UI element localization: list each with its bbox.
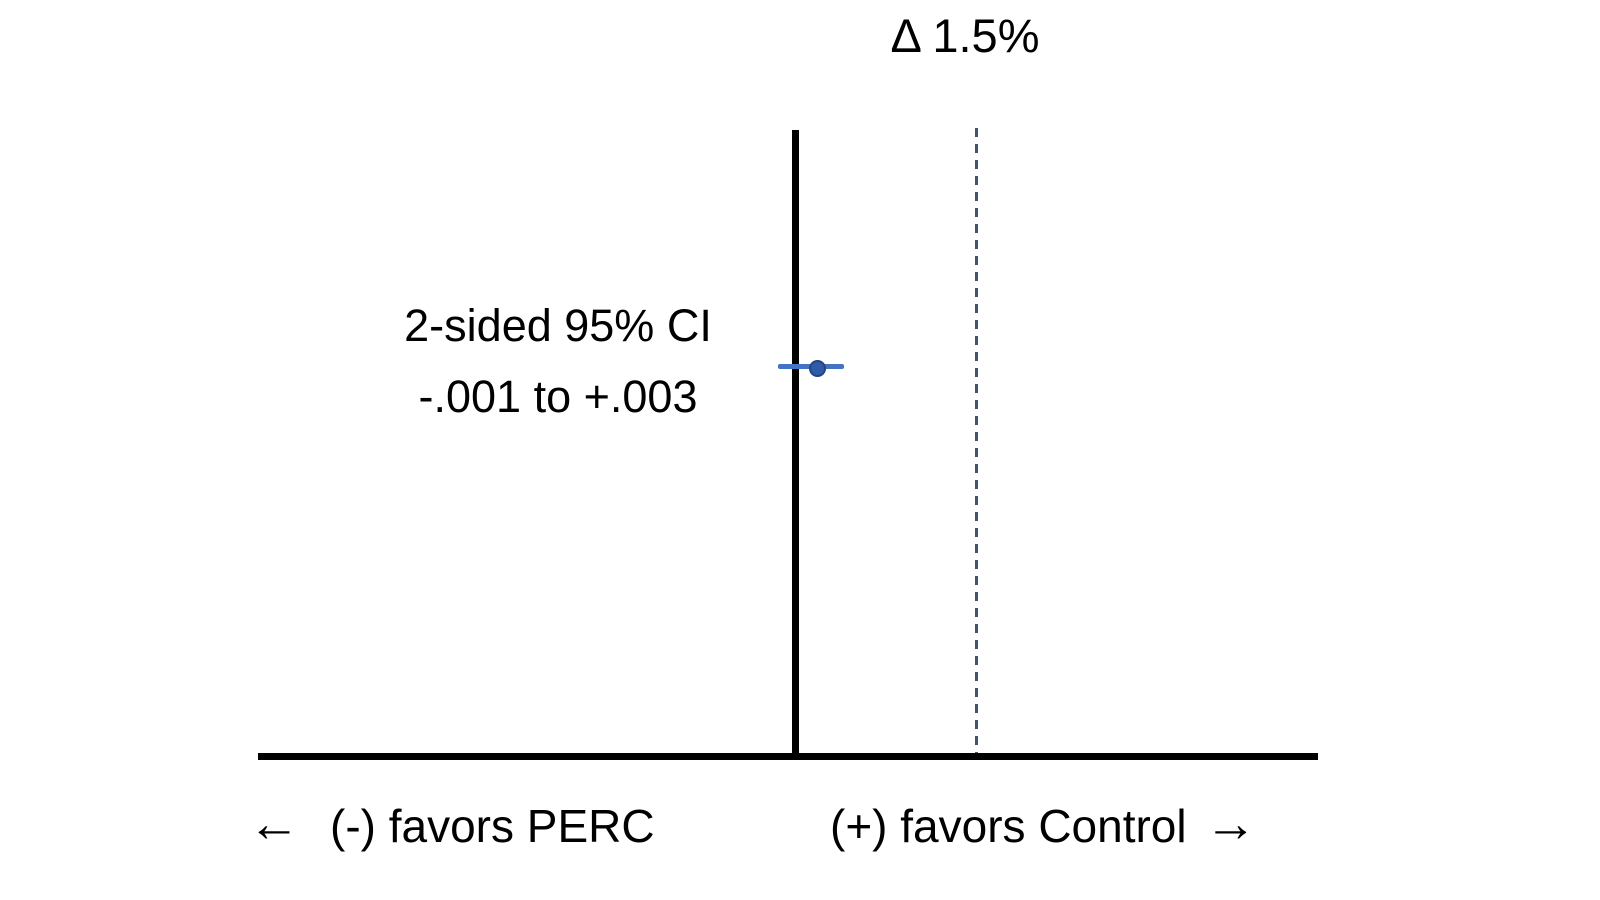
- margin-dashed-line: [975, 128, 978, 757]
- point-estimate-dot: [809, 360, 826, 377]
- left-arrow-icon: ←: [248, 795, 300, 853]
- null-reference-line: [792, 130, 799, 757]
- ci-label-line1: 2-sided 95% CI: [404, 300, 712, 351]
- favors-control-text: (+) favors Control: [830, 800, 1187, 852]
- ci-label: 2-sided 95% CI -.001 to +.003: [358, 290, 758, 432]
- favors-control-label: (+) favors Control →: [830, 795, 1257, 853]
- ci-label-line2: -.001 to +.003: [418, 371, 698, 422]
- right-arrow-icon: →: [1204, 795, 1257, 853]
- favors-perc-text: (-) favors PERC: [330, 800, 655, 852]
- favors-perc-label: ← (-) favors PERC: [248, 795, 655, 853]
- margin-title: Δ 1.5%: [890, 9, 1040, 62]
- x-axis-line: [258, 753, 1318, 760]
